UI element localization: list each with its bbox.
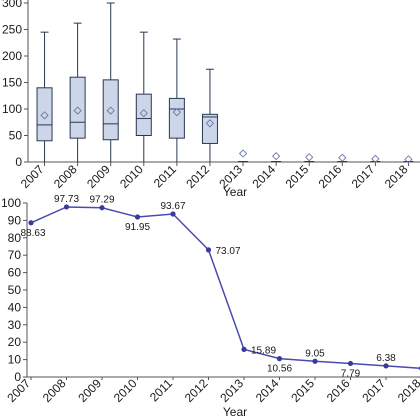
line-y-tick-label: 30 — [8, 318, 22, 332]
box-x-tick-label: 2007 — [18, 162, 47, 191]
line-data-label: 73.07 — [216, 246, 241, 257]
line-y-tick-label: 20 — [8, 335, 22, 349]
line-y-tick-label: 80 — [8, 231, 22, 245]
box-x-tick-label: 2012 — [183, 162, 212, 191]
line-x-tick-label: 2010 — [111, 376, 140, 405]
line-series — [30, 206, 420, 369]
box-x-tick-label: 2014 — [249, 162, 278, 191]
box-x-tick-label: 2018 — [382, 162, 411, 191]
box-x-tick-label: 2017 — [349, 162, 378, 191]
line-y-tick-label: 100 — [1, 196, 21, 210]
line-y-tick-label: 60 — [8, 266, 22, 280]
box-y-tick-label: 100 — [2, 102, 22, 116]
line-point — [383, 363, 389, 369]
line-x-tick-label: 2015 — [288, 376, 317, 405]
line-point — [347, 360, 354, 367]
box-mean-marker — [238, 149, 248, 158]
box-mean-marker — [139, 109, 148, 118]
line-point — [205, 247, 212, 253]
box-y-tick-label: 0 — [15, 155, 22, 169]
line-x-tick-label: 2018 — [395, 376, 420, 405]
box-iqr — [168, 97, 185, 139]
line-x-tick-label: 2008 — [40, 376, 69, 405]
box-x-tick-label: 2016 — [316, 162, 345, 191]
box-iqr — [102, 79, 119, 141]
line-y-tick-label: 70 — [8, 248, 22, 262]
line-data-label: 88.63 — [20, 228, 45, 239]
box-mean-marker — [371, 154, 380, 163]
line-point — [276, 356, 283, 362]
line-point — [312, 358, 318, 364]
line-x-tick-label: 2009 — [75, 376, 104, 405]
line-data-label: 15.89 — [251, 345, 276, 356]
line-data-label: 93.67 — [160, 201, 185, 212]
line-data-label: 7.79 — [341, 368, 361, 379]
box-mean-marker — [338, 153, 347, 162]
line-point — [99, 205, 105, 211]
line-x-tick-label: 2013 — [217, 376, 246, 405]
box-iqr — [135, 93, 152, 137]
box-mean-marker — [73, 106, 82, 115]
box-mean-marker — [40, 111, 49, 120]
line-x-tick-label: 2007 — [4, 376, 33, 405]
box-y-tick-label: 150 — [2, 76, 22, 90]
line-x-tick-label: 2014 — [253, 376, 282, 405]
box-y-tick-label: 200 — [2, 49, 22, 63]
box-mean-marker — [404, 155, 413, 164]
line-y-tick-label: 50 — [8, 283, 22, 297]
box-chart-xlabel: Year — [223, 185, 247, 199]
box-mean-marker — [305, 153, 314, 162]
line-point — [134, 214, 141, 220]
box-x-tick-label: 2009 — [84, 162, 113, 191]
line-chart-xlabel: Year — [223, 405, 247, 419]
line-data-label: 97.73 — [54, 194, 79, 205]
line-point — [241, 346, 247, 352]
line-data-label: 9.05 — [305, 348, 325, 359]
line-y-tick-label: 10 — [8, 353, 22, 367]
line-y-tick-label: 0 — [14, 370, 21, 384]
line-x-tick-label: 2012 — [182, 376, 211, 405]
line-x-tick-label: 2011 — [147, 376, 175, 404]
line-point — [63, 204, 70, 210]
line-data-label: 91.95 — [125, 222, 150, 233]
box-mean-marker — [271, 152, 281, 161]
box-y-tick-label: 250 — [2, 23, 22, 37]
line-point — [170, 211, 176, 217]
box-x-tick-label: 2010 — [117, 162, 146, 191]
line-y-tick-label: 90 — [8, 213, 22, 227]
box-mean-marker — [205, 119, 215, 128]
box-x-tick-label: 2008 — [51, 162, 80, 191]
line-data-label: 97.29 — [89, 195, 114, 206]
box-y-tick-label: 300 — [2, 0, 22, 10]
line-data-label: 10.56 — [267, 364, 292, 375]
box-iqr — [201, 113, 218, 144]
line-x-tick-label: 2017 — [359, 376, 388, 405]
line-y-tick-label: 40 — [8, 300, 22, 314]
box-mean-marker — [172, 108, 182, 117]
line-x-tick-label: 2016 — [324, 376, 353, 405]
box-x-tick-label: 2015 — [283, 162, 312, 191]
box-y-tick-label: 50 — [9, 129, 23, 143]
box-x-tick-label: 2011 — [151, 162, 179, 190]
box-mean-marker — [106, 106, 115, 115]
line-point — [28, 220, 34, 226]
box-iqr — [36, 87, 53, 142]
line-data-label: 6.38 — [376, 353, 396, 364]
